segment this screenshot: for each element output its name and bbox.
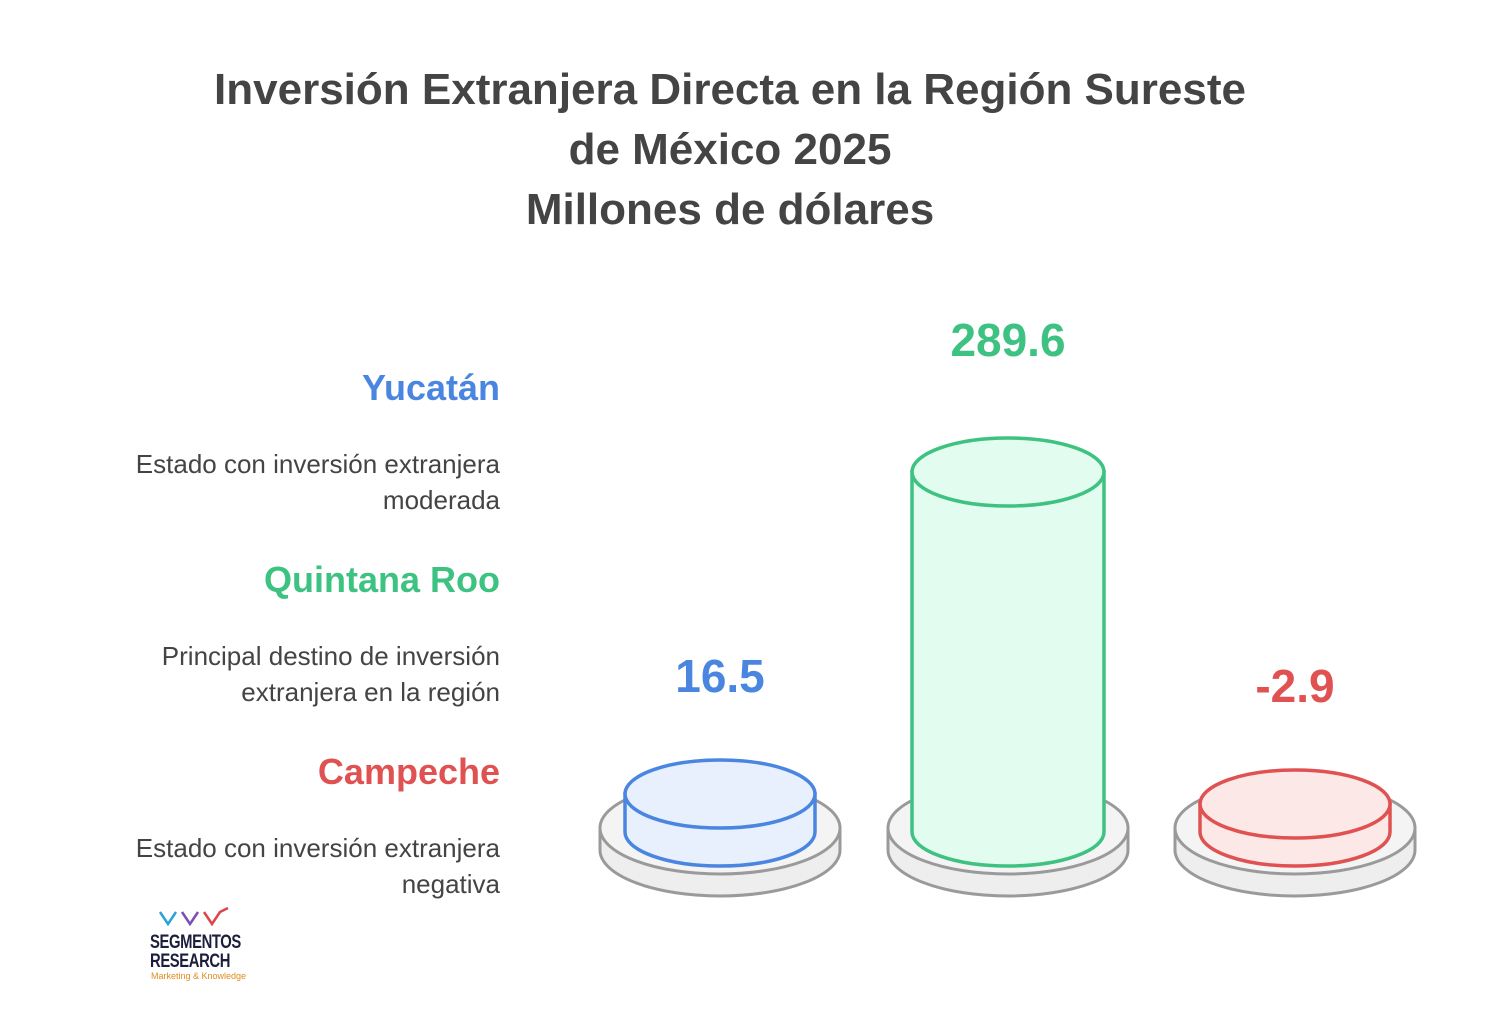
logo-check-icon-1 xyxy=(158,911,178,927)
title-line-1: Inversión Extranjera Directa en la Regió… xyxy=(214,65,1246,114)
segmentos-research-logo xyxy=(158,906,229,927)
legend-desc-quintana-roo: Principal destino de inversión extranjer… xyxy=(161,641,500,707)
bar-quintana-roo xyxy=(910,470,1106,868)
bar-top-campeche xyxy=(1198,768,1392,840)
legend-name-quintana-roo: Quintana Roo xyxy=(264,559,500,600)
title-line-2: de México 2025 xyxy=(568,125,892,174)
legend-desc-campeche: Estado con inversión extranjera negativa xyxy=(135,833,500,899)
chart-title: Inversión Extranjera Directa en la Regió… xyxy=(0,60,1460,240)
logo-line-1: SEGMENTOS xyxy=(150,932,241,953)
logo-check-icon-2 xyxy=(180,911,200,927)
value-label-yucat-n: 16.5 xyxy=(675,650,765,702)
legend-item-yucatan: Yucatán Estado con inversión extranjera … xyxy=(40,366,500,518)
bar-top-quintana-roo xyxy=(910,436,1106,508)
legend-item-campeche: Campeche Estado con inversión extranjera… xyxy=(40,750,500,902)
title-line-3: Millones de dólares xyxy=(525,185,935,234)
legend-item-quintana-roo: Quintana Roo Principal destino de invers… xyxy=(40,558,500,710)
legend-name-yucatan: Yucatán xyxy=(361,367,500,408)
logo-check-icon-3 xyxy=(202,906,229,927)
legend-name-campeche: Campeche xyxy=(317,751,500,792)
value-label-campeche: -2.9 xyxy=(1255,660,1334,712)
logo-line-2: RESEARCH xyxy=(150,951,231,972)
logo-tagline: Marketing & Knowledge xyxy=(151,971,247,981)
legend-desc-yucatan: Estado con inversión extranjera moderada xyxy=(135,449,500,515)
bar-top-yucat-n xyxy=(623,758,817,830)
value-label-quintana-roo: 289.6 xyxy=(950,314,1065,366)
